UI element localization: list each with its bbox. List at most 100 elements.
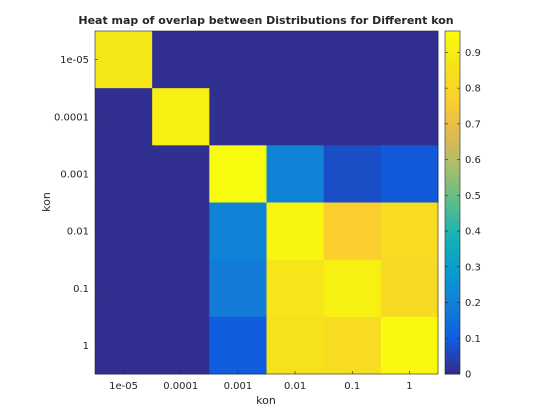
x-axis-label: kon	[256, 394, 276, 407]
colorbar-strip	[445, 96, 460, 101]
colorbar-strip	[445, 36, 460, 41]
colorbar-strip	[445, 228, 460, 232]
heatmap-cell	[266, 31, 325, 89]
colorbar-strip	[445, 131, 460, 135]
colorbar-strip	[445, 271, 460, 275]
colorbar-strip	[445, 71, 460, 75]
x-tick-label: 0.0001	[163, 381, 198, 392]
colorbar-strip	[445, 282, 460, 286]
heatmap-cell	[152, 316, 210, 375]
colorbar-strip	[445, 108, 460, 112]
colorbar-strip	[445, 142, 460, 146]
colorbar-strip	[445, 48, 460, 52]
colorbar-tick-label: 0.6	[465, 155, 481, 166]
colorbar-strip	[445, 333, 460, 338]
heatmap-cells	[95, 31, 439, 375]
heatmap-cell	[152, 31, 210, 89]
colorbar-strip	[445, 222, 460, 226]
colorbar-strip	[445, 202, 460, 206]
x-tick-label: 1	[406, 381, 412, 392]
colorbar-strip	[445, 128, 460, 132]
colorbar-strip	[445, 316, 460, 321]
colorbar-strip	[445, 62, 460, 66]
heatmap-cell	[95, 31, 153, 89]
y-tick-label: 1	[83, 341, 89, 352]
colorbar-tick-label: 0.3	[465, 262, 481, 273]
colorbar-strip	[445, 196, 460, 201]
colorbar-strip	[445, 331, 460, 335]
colorbar-strip	[445, 319, 460, 324]
colorbar-strip	[445, 242, 460, 246]
colorbar-strip	[445, 139, 460, 143]
colorbar-strip	[445, 111, 460, 115]
colorbar-strip	[445, 348, 460, 352]
colorbar-tick-label: 0.5	[465, 191, 481, 202]
heatmap-cell	[152, 145, 210, 203]
colorbar-strip	[445, 368, 460, 372]
colorbar-strip	[445, 245, 460, 249]
colorbar-tick-label: 0.1	[465, 334, 481, 345]
colorbar-strip	[445, 105, 460, 109]
colorbar-strip	[445, 116, 460, 121]
colorbar-strip	[445, 188, 460, 192]
colorbar-strip	[445, 136, 460, 141]
colorbar-strip	[445, 233, 460, 238]
heatmap-cell	[323, 202, 382, 261]
colorbar-gradient	[445, 31, 460, 375]
colorbar-strip	[445, 162, 460, 166]
colorbar-strip	[445, 133, 460, 138]
colorbar-strip	[445, 342, 460, 346]
colorbar-strip	[445, 302, 460, 306]
colorbar-strip	[445, 359, 460, 364]
colorbar-strip	[445, 353, 460, 358]
colorbar-strip	[445, 179, 460, 183]
y-axis-ticks: 1e-05 0.0001 0.001 0.01 0.1 1	[54, 55, 98, 352]
colorbar-strip	[445, 59, 460, 63]
heatmap-cell	[323, 259, 382, 318]
x-tick-label: 0.01	[284, 381, 306, 392]
colorbar-strip	[445, 345, 460, 349]
colorbar-strip	[445, 33, 460, 38]
colorbar-strip	[445, 259, 460, 264]
colorbar-strip	[445, 325, 460, 329]
colorbar-strip	[445, 31, 460, 35]
plot-area-frame	[94, 30, 439, 375]
colorbar-strip	[445, 119, 460, 123]
colorbar-strip	[445, 216, 460, 221]
chart-title: Heat map of overlap between Distribution…	[78, 14, 453, 27]
colorbar-strip	[445, 53, 460, 58]
colorbar-strip	[445, 308, 460, 312]
heatmap-cell	[380, 202, 439, 261]
y-tick-label: 0.1	[73, 284, 89, 295]
heatmap-cell	[380, 259, 439, 318]
colorbar-strip	[445, 185, 460, 189]
colorbar-strip	[445, 253, 460, 258]
colorbar-tick-label: 0.4	[465, 227, 481, 238]
colorbar-strip	[445, 148, 460, 152]
colorbar-strip	[445, 371, 460, 375]
y-tick-label: 1e-05	[60, 55, 89, 66]
colorbar-strip	[445, 322, 460, 326]
heatmap-cell	[152, 88, 210, 146]
colorbar-strip	[445, 285, 460, 289]
y-axis-label: kon	[40, 192, 53, 212]
colorbar-strip	[445, 311, 460, 315]
heatmap-cell	[209, 88, 267, 146]
colorbar-strip	[445, 91, 460, 95]
colorbar-strip	[445, 171, 460, 175]
heatmap-cell	[266, 316, 325, 375]
colorbar-strip	[445, 231, 460, 235]
colorbar-tick-label: 0.7	[465, 119, 481, 130]
colorbar-strip	[445, 88, 460, 92]
heatmap-cell	[95, 259, 153, 318]
colorbar-strip	[445, 79, 460, 83]
colorbar-strip	[445, 362, 460, 366]
colorbar-strip	[445, 273, 460, 278]
colorbar-strip	[445, 176, 460, 181]
colorbar-strip	[445, 173, 460, 178]
colorbar-strip	[445, 125, 460, 129]
heatmap-cell	[380, 31, 439, 89]
colorbar-strip	[445, 279, 460, 284]
y-tick-label: 0.0001	[54, 112, 89, 123]
heatmap-cell	[95, 202, 153, 261]
